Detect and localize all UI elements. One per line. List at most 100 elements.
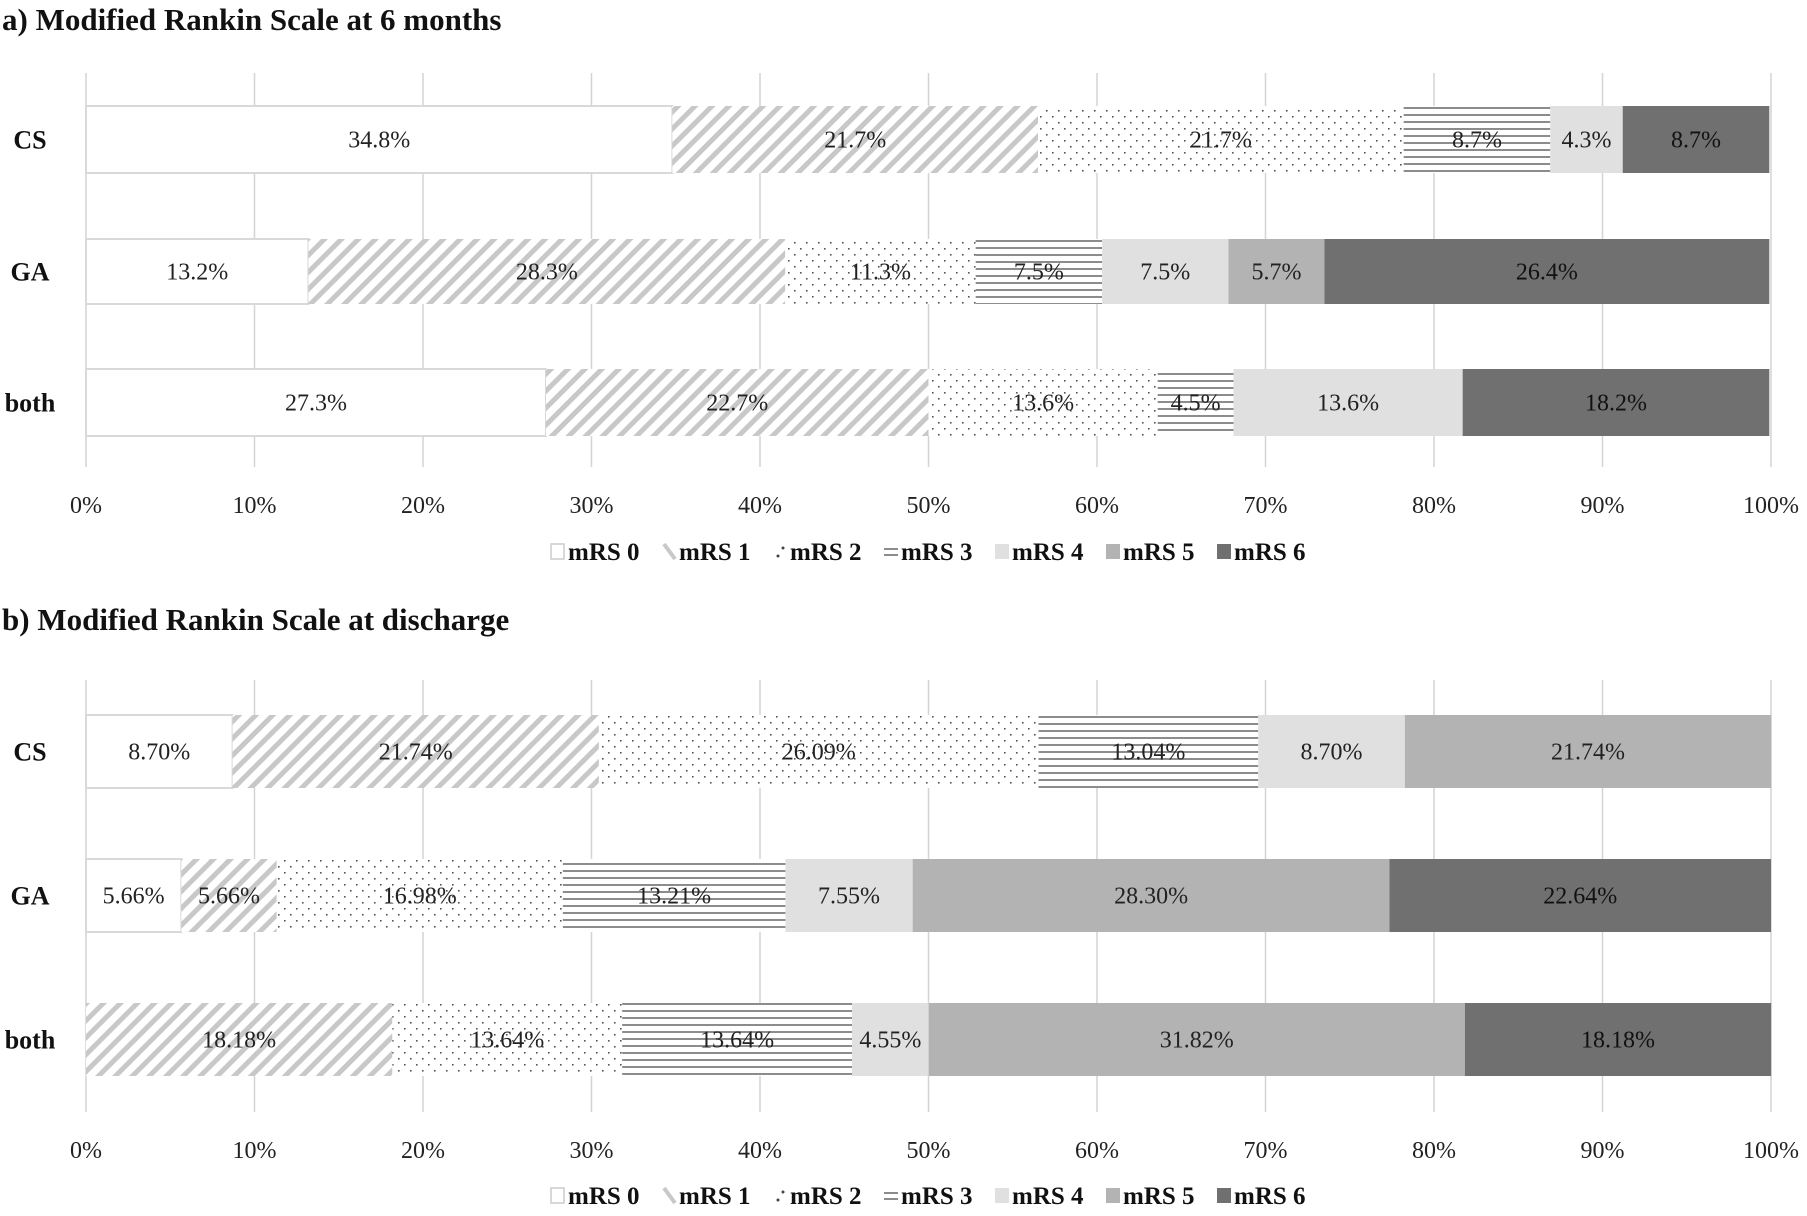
legend-swatch-mrs6 [1217, 544, 1231, 559]
legend-label: mRS 0 [568, 1183, 640, 1210]
data-label: 21.7% [1190, 128, 1252, 154]
bar-segment-mrs1 [672, 106, 1039, 173]
x-tick-label: 30% [570, 1138, 614, 1164]
bar-segment-mrs6 [1464, 1003, 1772, 1076]
legend-label: mRS 2 [790, 539, 862, 566]
bar-segment-mrs2 [598, 715, 1039, 788]
data-label: 13.64% [700, 1028, 774, 1054]
x-tick-label: 50% [907, 1138, 951, 1164]
legend-swatch-mrs3 [884, 554, 898, 556]
data-label: 8.7% [1452, 128, 1502, 154]
legend-label: mRS 3 [901, 539, 973, 566]
data-label: 13.04% [1111, 740, 1185, 766]
x-tick-label: 20% [401, 1138, 445, 1164]
bar-segment-mrs1 [308, 239, 786, 304]
legend-swatch-mrs5 [1106, 1188, 1120, 1203]
bar-segment-mrs3 [975, 239, 1103, 304]
data-label: 7.5% [1140, 260, 1190, 286]
bar-segment-mrs0 [85, 368, 548, 437]
data-label: 18.18% [202, 1028, 276, 1054]
data-label: 5.66% [103, 884, 165, 910]
legend-label: mRS 6 [1234, 1183, 1306, 1210]
data-label: 34.8% [348, 128, 410, 154]
legend-label: mRS 0 [568, 539, 640, 566]
legend-swatch-mrs2 [781, 1190, 785, 1194]
x-tick-label: 80% [1412, 493, 1456, 519]
x-tick-label: 30% [570, 493, 614, 519]
data-label: 5.7% [1251, 260, 1301, 286]
bar-segment-mrs1 [546, 369, 929, 436]
x-tick-label: 90% [1581, 1138, 1625, 1164]
data-label: 4.55% [859, 1028, 921, 1054]
data-label: 8.70% [128, 740, 190, 766]
data-label: 27.3% [285, 391, 347, 417]
legend-swatch-mrs2 [776, 554, 780, 558]
data-label: 22.64% [1543, 884, 1617, 910]
data-label: 31.82% [1160, 1028, 1234, 1054]
bar-segment-mrs6 [1324, 239, 1770, 304]
data-label: 13.6% [1012, 391, 1074, 417]
data-label: 5.66% [198, 884, 260, 910]
data-label: 28.3% [516, 260, 578, 286]
bar-segment-mrs4 [1233, 369, 1463, 436]
category-label: both [5, 1026, 56, 1055]
legend-label: mRS 5 [1123, 539, 1195, 566]
bar-segment-mrs2 [1038, 106, 1404, 173]
legend-swatch-mrs4 [995, 1188, 1009, 1203]
bar-segment-mrs0 [85, 238, 310, 305]
bar-segment-mrs4 [852, 1003, 929, 1076]
category-label: GA [11, 882, 50, 911]
bar-segment-mrs0 [85, 105, 674, 174]
category-label: CS [13, 738, 46, 767]
legend-label: mRS 5 [1123, 1183, 1195, 1210]
x-tick-label: 0% [70, 1138, 102, 1164]
data-label: 8.7% [1671, 128, 1721, 154]
bar-segment-mrs3 [1157, 369, 1234, 436]
x-tick-label: 10% [233, 493, 277, 519]
data-label: 7.5% [1014, 260, 1064, 286]
bar-segment-mrs6 [1462, 369, 1770, 436]
data-label: 13.64% [470, 1028, 544, 1054]
bar-segment-mrs2 [276, 859, 563, 932]
legend-label: mRS 2 [790, 1183, 862, 1210]
data-label: 11.3% [850, 260, 911, 286]
data-label: 22.7% [706, 391, 768, 417]
data-label: 28.30% [1114, 884, 1188, 910]
x-tick-label: 100% [1743, 493, 1799, 519]
chart-a-title: a) Modified Rankin Scale at 6 months [2, 2, 502, 37]
legend-swatch-mrs3 [884, 1192, 898, 1194]
bar-segment-mrs5 [1404, 715, 1772, 788]
chart-b-title: b) Modified Rankin Scale at discharge [2, 602, 510, 637]
bar-segment-mrs4 [1258, 715, 1405, 788]
legend-swatch-mrs6 [1217, 1188, 1231, 1203]
bar-segment-mrs2 [785, 239, 976, 304]
legend-swatch-mrs3 [884, 548, 898, 550]
data-label: 13.2% [166, 260, 228, 286]
data-label: 7.55% [818, 884, 880, 910]
legend-swatch-mrs1 [662, 1186, 677, 1205]
data-label: 16.98% [383, 884, 457, 910]
bar-segment-mrs2 [928, 369, 1158, 436]
x-tick-label: 40% [738, 1138, 782, 1164]
legend-label: mRS 4 [1012, 1183, 1084, 1210]
data-label: 13.21% [637, 884, 711, 910]
x-tick-label: 0% [70, 493, 102, 519]
x-tick-label: 20% [401, 493, 445, 519]
x-tick-label: 60% [1075, 1138, 1119, 1164]
data-label: 4.5% [1171, 391, 1221, 417]
bar-segment-mrs2 [392, 1003, 623, 1076]
x-tick-label: 70% [1244, 493, 1288, 519]
bar-segment-mrs1 [181, 859, 277, 932]
legend-swatch-mrs5 [1106, 544, 1120, 559]
x-tick-label: 10% [233, 1138, 277, 1164]
bar-segment-mrs3 [1038, 715, 1259, 788]
data-label: 21.74% [1551, 740, 1625, 766]
legend-label: mRS 3 [901, 1183, 973, 1210]
bar-segment-mrs5 [1228, 239, 1325, 304]
legend-swatch-mrs0 [550, 1187, 565, 1204]
legend-swatch-mrs4 [995, 544, 1009, 559]
legend-label: mRS 4 [1012, 539, 1084, 566]
x-tick-label: 60% [1075, 493, 1119, 519]
data-label: 8.70% [1301, 740, 1363, 766]
